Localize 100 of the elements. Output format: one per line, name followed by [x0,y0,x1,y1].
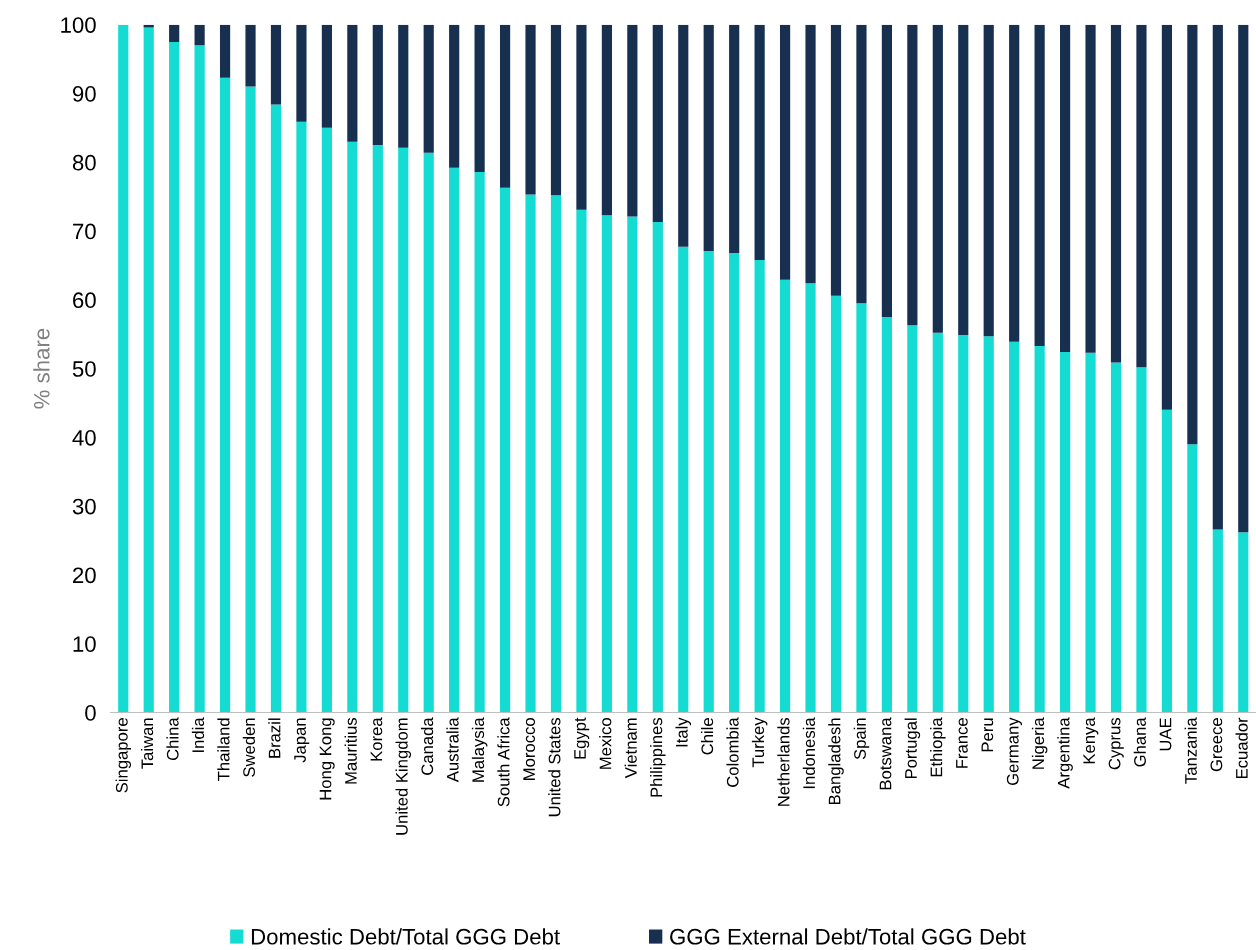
bar [321,127,332,713]
bar [296,121,307,713]
x-tick-label: Spain [853,718,870,760]
bar [1110,362,1122,713]
bar [499,187,511,713]
y-tick-label: 30 [72,498,96,515]
bar [805,283,816,713]
bar [169,24,180,42]
y-tick-label: 40 [72,429,96,446]
y-tick-label: 20 [73,567,96,584]
x-tick-label: Ethiopia [930,717,946,777]
bar [347,141,358,713]
bar [398,24,409,148]
bar [907,325,918,713]
y-axis-title: % share [33,328,50,409]
bar [576,24,587,210]
bar [296,24,307,122]
bar [881,317,892,713]
bar [958,334,969,713]
x-tick-label: Turkey [751,717,768,768]
x-tick-label: Germany [1006,717,1022,786]
bar [1034,345,1045,713]
bar [627,216,638,713]
x-tick-label: United Kingdom [395,718,412,835]
x-tick-label: Greece [1210,718,1223,772]
x-tick-label: Mauritius [344,717,357,784]
bar [474,24,485,172]
y-tick-label: 0 [85,705,96,721]
bar [499,24,511,188]
bar [245,24,256,87]
bar [1161,409,1172,713]
bar [652,222,663,713]
bar [627,24,638,217]
bar [729,253,740,713]
bar [805,24,816,284]
bar [270,104,282,713]
x-tick-label: Philippines [650,717,666,797]
bar [703,250,714,713]
bar [1085,24,1096,353]
bar [983,336,994,713]
x-tick-label: Taiwan [140,718,154,769]
x-tick-label: Thailand [217,718,230,781]
y-tick-label: 80 [72,154,96,171]
x-tick-label: Egypt [574,717,590,759]
x-tick-label: Sweden [242,718,255,777]
bar [423,24,434,153]
bar [601,24,612,216]
y-tick-label: 60 [73,292,96,309]
bar [652,24,663,223]
y-tick-label: 50 [72,361,96,377]
x-tick-label: Nigeria [1031,717,1048,769]
bar [678,246,689,713]
bar [1110,24,1122,363]
bar [1136,24,1147,368]
x-tick-label: Brazil [268,718,281,758]
bar [881,24,892,318]
x-tick-label: France [956,718,968,768]
legend-label: GGG External Debt/Total GGG Debt [670,928,1026,945]
x-tick-label: Colombia [726,717,739,787]
bar [1085,352,1096,713]
bar [1238,532,1249,713]
bar [754,259,765,713]
bar [219,24,231,78]
bar [856,24,867,304]
x-tick-label: Hong Kong [319,718,335,800]
bar [1009,24,1020,342]
bar [245,86,256,713]
x-tick-label: Vietnam [624,718,637,779]
bar [1238,24,1249,533]
x-tick-label: Botswana [879,717,892,790]
x-tick-label: Malaysia [471,717,488,782]
x-tick-label: Tanzania [1184,717,1197,784]
x-tick-label: Indonesia [802,717,816,789]
x-tick-label: India [191,717,205,752]
bar [270,24,282,105]
bar [1212,529,1223,713]
x-tick-label: Italy [675,717,692,747]
x-tick-label: South Africa [497,717,510,807]
bar [958,24,969,335]
bar [449,24,460,168]
bar [525,194,536,713]
x-tick-label: China [166,717,179,761]
bar [983,24,994,337]
bar [907,24,918,326]
x-tick-label: Bangladesh [828,718,844,805]
bar [601,215,612,713]
bar [550,24,562,196]
x-tick-label: Japan [294,718,310,763]
bar [347,24,358,142]
bar [372,24,383,146]
x-tick-label: Ecuador [1235,717,1248,779]
y-tick-label: 70 [73,223,96,240]
bar [219,77,231,713]
x-tick-label: Kenya [1083,717,1099,764]
bar [169,41,180,713]
bar [779,24,791,280]
bar [1009,341,1020,713]
x-tick-label: Morocco [523,718,536,780]
bar [449,167,460,713]
x-tick-label: Netherlands [777,717,790,806]
